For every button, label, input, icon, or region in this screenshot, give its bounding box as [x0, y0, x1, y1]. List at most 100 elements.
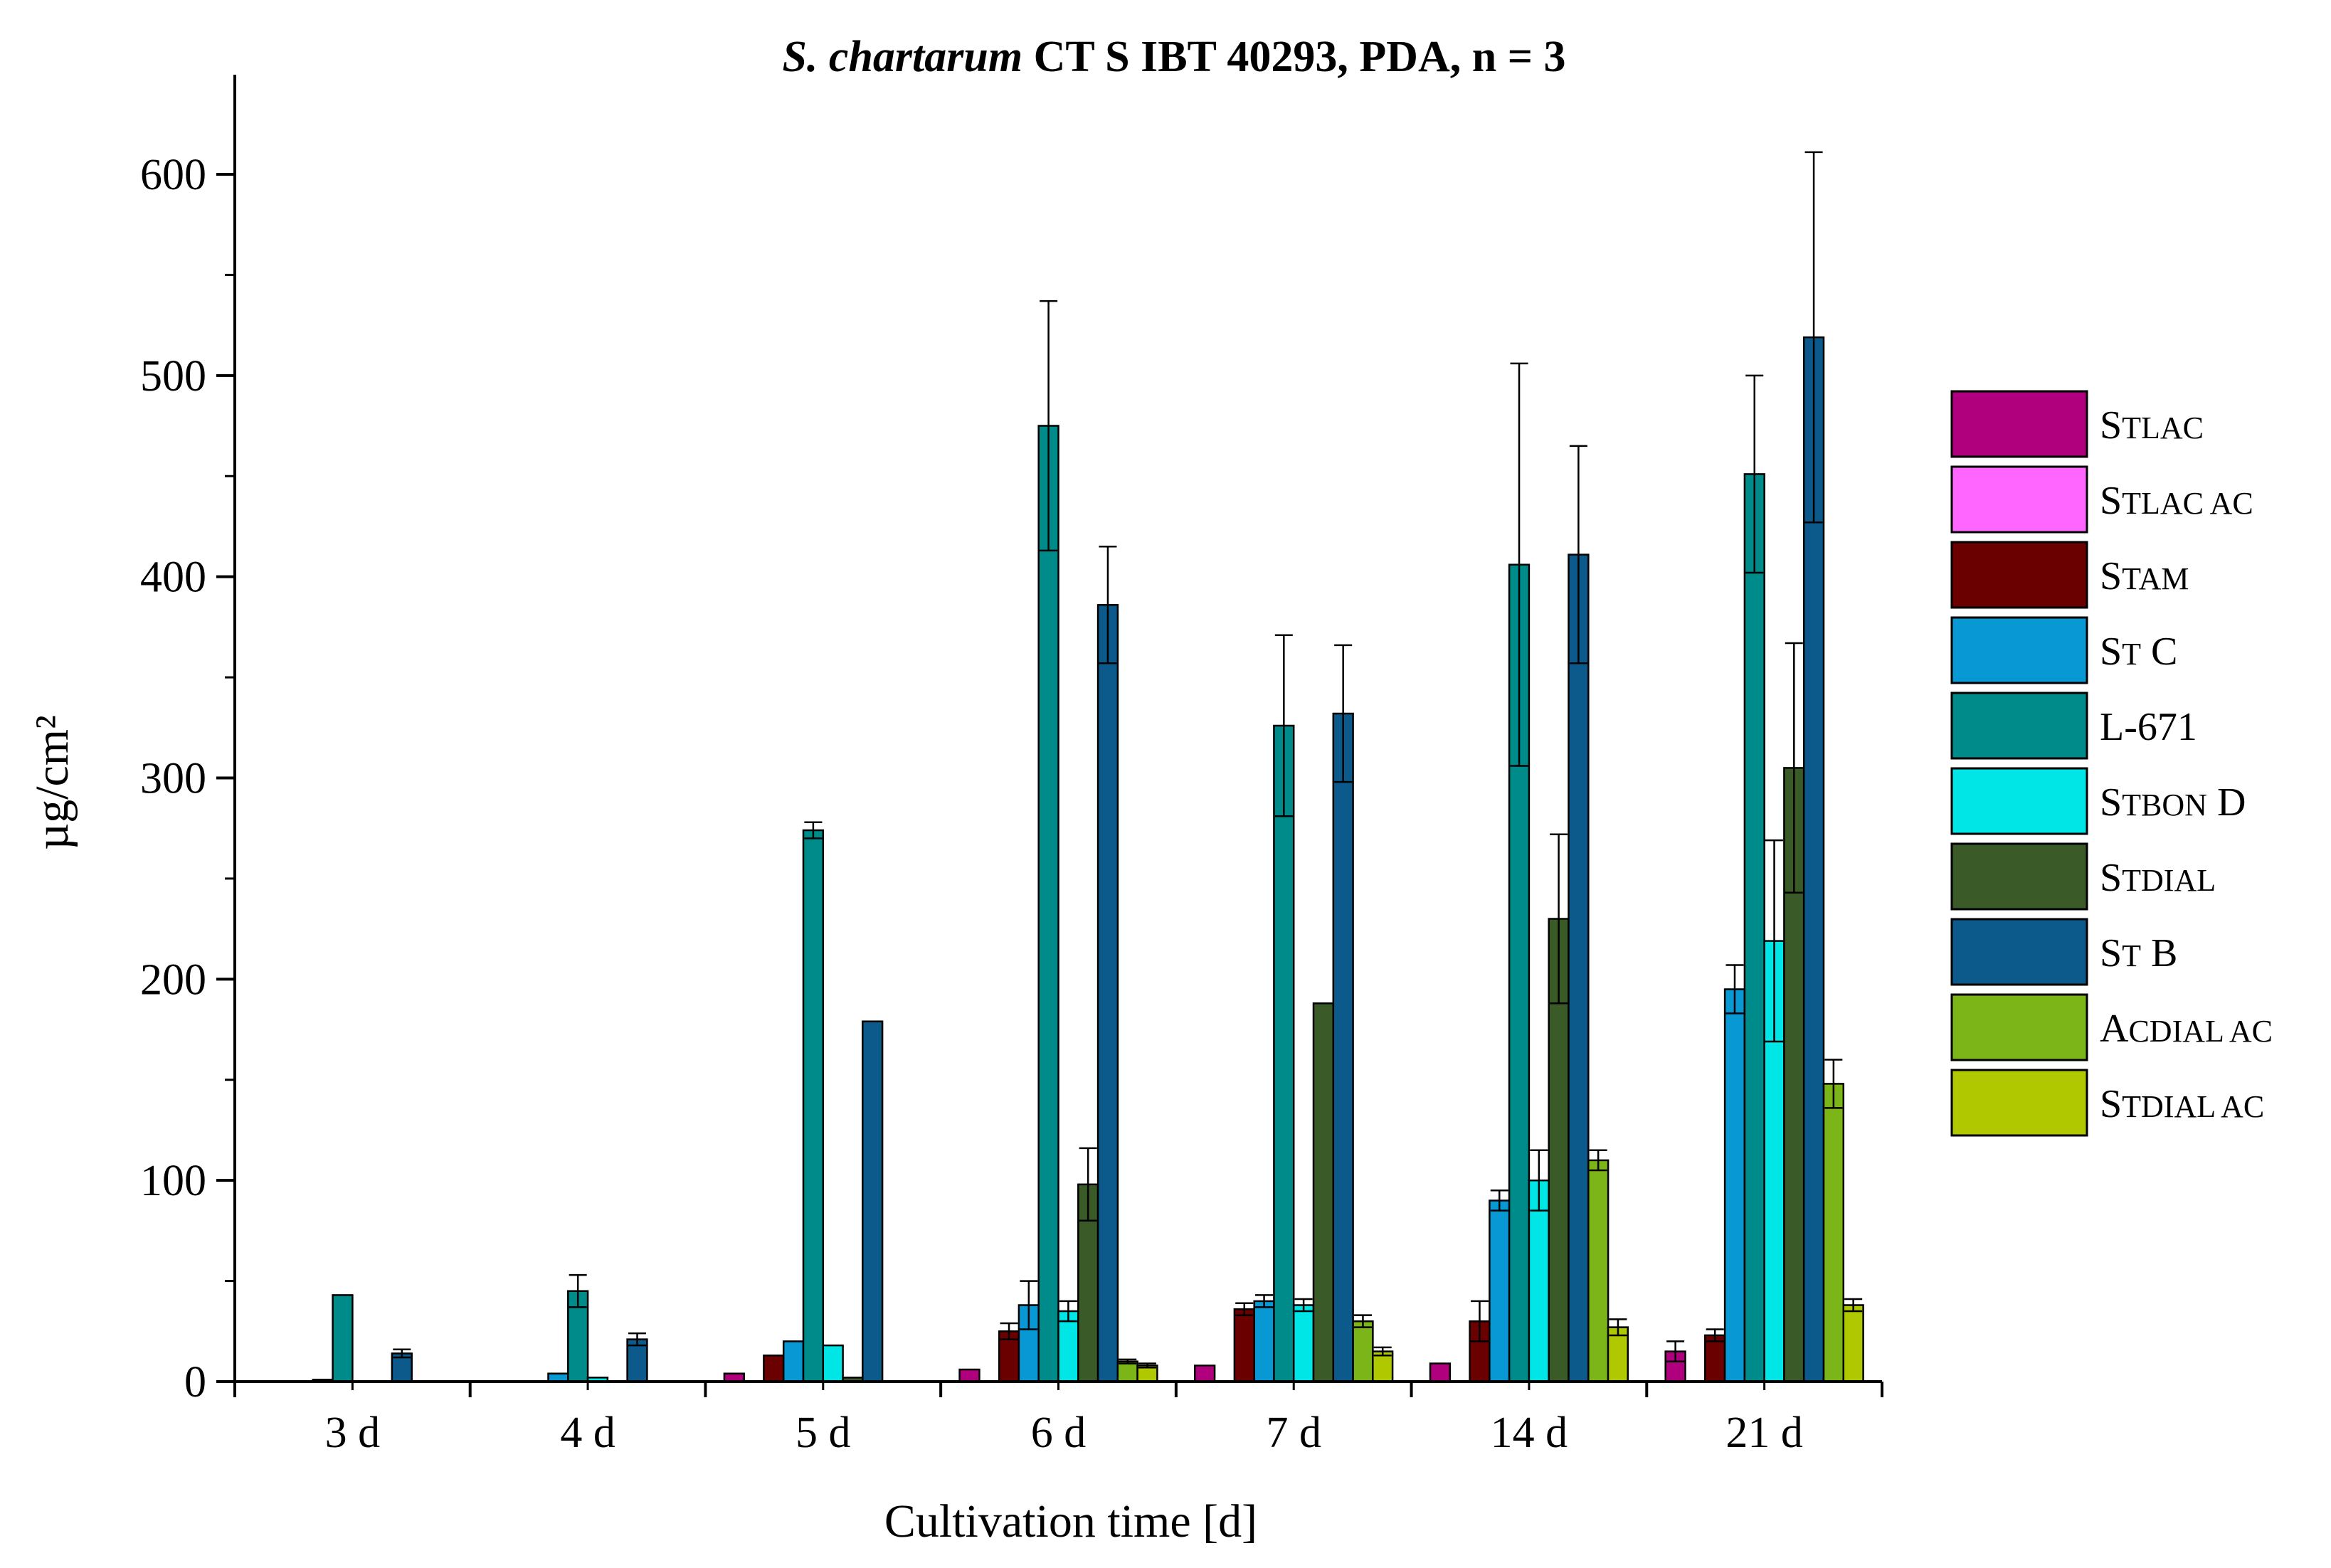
bar-l-671-21d: [1743, 473, 1765, 1383]
error-bar: [1785, 642, 1803, 894]
error-bar: [1138, 1362, 1157, 1369]
error-bar: [393, 1348, 411, 1359]
legend-swatch: [1950, 465, 2088, 534]
error-bar: [1824, 1059, 1843, 1109]
error-bar: [1550, 833, 1568, 1005]
bar-stam-5d: [763, 1354, 785, 1383]
x-tick-label: 14 d: [1491, 1409, 1568, 1457]
legend-item: L-671: [1950, 692, 2197, 760]
error-bar: [1119, 1358, 1137, 1365]
legend-item: STLAC AC: [1950, 465, 2253, 534]
bar-st-b-7d: [1332, 712, 1354, 1383]
legend-label: ST B: [2100, 931, 2177, 975]
error-bar: [1079, 1147, 1097, 1222]
bar-stam-7d: [1233, 1308, 1255, 1383]
error-bars-layer: [393, 151, 1863, 1369]
x-tick-label: 6 d: [1031, 1409, 1087, 1457]
y-tick-label: 0: [184, 1358, 206, 1407]
legend-label: ST C: [2100, 630, 2177, 674]
bars-layer: [312, 336, 1864, 1383]
error-bar: [1000, 1322, 1018, 1340]
bar-acdial-ac-21d: [1822, 1083, 1845, 1383]
legend-label: L-671: [2100, 705, 2197, 749]
legend-swatch: [1950, 918, 2088, 986]
bar-st-c-14d: [1489, 1199, 1511, 1383]
error-bar: [1589, 1149, 1607, 1172]
error-bar: [1725, 964, 1744, 1015]
axes-layer: 0 100 200 300 400 500 600 3 d 4 d 5 d 6 d 7 d 14 d 21…: [140, 75, 1883, 1457]
x-axis-label: Cultivation time [d]: [884, 1495, 1257, 1547]
bar-l-671-6d: [1037, 425, 1059, 1383]
x-tick-label: 4 d: [560, 1409, 615, 1457]
x-tick-label: 3 d: [325, 1409, 381, 1457]
legend-swatch: [1950, 767, 2088, 835]
legend-item: STAM: [1950, 541, 2189, 609]
legend-item: ST B: [1950, 918, 2177, 986]
error-bar: [1530, 1149, 1548, 1212]
error-bar: [1235, 1302, 1254, 1316]
error-bar: [628, 1332, 647, 1347]
error-bar: [1765, 839, 1784, 1043]
y-tick-label: 100: [140, 1157, 206, 1205]
error-bar: [1470, 1300, 1489, 1342]
legend-label: STDIAL AC: [2100, 1082, 2264, 1126]
bar-l-671-7d: [1273, 724, 1295, 1383]
bar-acdial-ac-7d: [1352, 1320, 1374, 1383]
legend-swatch: [1950, 541, 2088, 609]
error-bar: [1255, 1294, 1274, 1308]
bar-stam-21d: [1704, 1334, 1726, 1383]
error-bar: [569, 1273, 587, 1308]
error-bar: [1274, 634, 1293, 817]
legend-item: ACDIAL AC: [1950, 993, 2273, 1061]
legend-label: STDIAL: [2100, 856, 2216, 900]
error-bar: [1569, 445, 1587, 664]
error-bar: [1844, 1298, 1863, 1313]
error-bar: [1666, 1340, 1685, 1362]
error-bar: [1609, 1318, 1627, 1337]
bar-l-671-5d: [802, 829, 825, 1383]
bar-stlac-14d: [1429, 1362, 1452, 1383]
bar-stbon-d-7d: [1292, 1304, 1315, 1383]
y-tick-label: 600: [140, 151, 206, 199]
bar-st-b-14d: [1568, 553, 1590, 1383]
bar-stdial-ac-21d: [1842, 1304, 1864, 1383]
legend-label: STAM: [2100, 554, 2189, 598]
bar-acdial-ac-6d: [1116, 1360, 1138, 1383]
legend-swatch: [1950, 1069, 2088, 1137]
error-bar: [1059, 1300, 1077, 1323]
bar-st-b-5d: [862, 1020, 884, 1383]
legend-item: STLAC: [1950, 390, 2204, 458]
error-bar: [1020, 1280, 1038, 1330]
bar-stlac-7d: [1194, 1365, 1216, 1383]
error-bar: [1373, 1346, 1392, 1357]
y-tick-label: 200: [140, 955, 206, 1004]
legend-item: STDIAL: [1950, 842, 2216, 911]
bar-stlac-6d: [958, 1368, 980, 1383]
error-bar: [1490, 1190, 1508, 1212]
x-tick-label: 5 d: [796, 1409, 851, 1457]
error-bar: [1510, 362, 1528, 767]
error-bar: [1804, 151, 1823, 524]
error-bar: [1745, 374, 1764, 574]
y-axis-label: µg/cm²: [26, 715, 78, 850]
chart-title: S. chartarum CT S IBT 40293, PDA, n = 3: [782, 33, 1565, 81]
x-tick-label: 21 d: [1725, 1409, 1803, 1457]
error-bar: [1294, 1298, 1313, 1313]
legend-label: STBON D: [2100, 780, 2246, 825]
bar-stbon-d-5d: [822, 1344, 844, 1383]
bar-st-c-5d: [782, 1340, 805, 1383]
legend-swatch: [1950, 993, 2088, 1061]
error-bar: [1334, 644, 1353, 783]
legend-item: ST C: [1950, 616, 2177, 684]
y-tick-label: 300: [140, 755, 206, 803]
legend-label: STLAC: [2100, 403, 2204, 447]
legend-swatch: [1950, 390, 2088, 458]
bar-acdial-ac-14d: [1587, 1159, 1610, 1383]
error-bar: [1099, 545, 1117, 664]
y-tick-label: 400: [140, 553, 206, 602]
legend: STLAC STLAC AC STAM ST C L-671 STBON D STDIAL S…: [1950, 390, 2273, 1137]
bar-st-c-7d: [1253, 1300, 1275, 1383]
legend-label: STLAC AC: [2100, 479, 2253, 523]
legend-swatch: [1950, 692, 2088, 760]
